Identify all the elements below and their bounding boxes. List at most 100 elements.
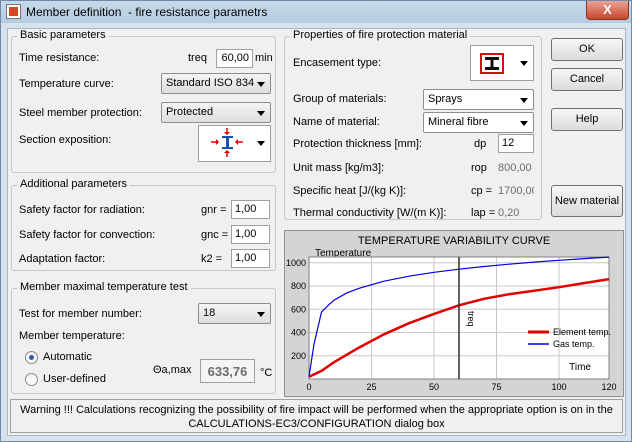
i-section-encasement-icon <box>480 53 504 74</box>
additional-parameters-legend: Additional parameters <box>17 178 131 190</box>
chevron-down-icon <box>257 312 265 317</box>
automatic-label: Automatic <box>43 351 92 363</box>
y-axis-label: Temperature <box>315 248 372 259</box>
user-defined-radio[interactable] <box>25 373 38 386</box>
steel-protection-select[interactable]: Protected <box>161 102 271 123</box>
gnc-symbol: gnc = <box>201 229 229 241</box>
close-button[interactable]: X <box>586 1 629 20</box>
section-exposition-label: Section exposition: <box>19 134 112 146</box>
automatic-radio[interactable] <box>25 351 38 364</box>
unit-mass-label: Unit mass [kg/m3]: <box>293 162 385 174</box>
protection-material-group: Properties of fire protection material E… <box>284 29 542 220</box>
x-tick-label: 0 <box>306 382 311 392</box>
temperature-curve-select[interactable]: Standard ISO 834 <box>161 73 271 94</box>
k2-symbol: k2 = <box>201 253 223 265</box>
time-unit-label: min <box>255 52 273 64</box>
material-group-select[interactable]: Sprays <box>423 89 534 110</box>
cp-symbol: cp = <box>471 185 493 197</box>
test-member-select[interactable]: 18 <box>198 303 271 324</box>
window-title: Member definition - fire resistance para… <box>26 5 268 19</box>
material-name-value: Mineral fibre <box>428 116 489 128</box>
user-defined-label: User-defined <box>43 373 106 385</box>
chevron-down-icon <box>257 111 265 116</box>
test-member-label: Test for member number: <box>19 308 142 320</box>
x-tick-label: 120 <box>601 382 616 392</box>
chevron-down-icon <box>520 121 528 126</box>
additional-parameters-group: Additional parameters Safety factor for … <box>11 178 276 271</box>
material-name-select[interactable]: Mineral fibre <box>423 112 534 133</box>
legend-label: Element temp. <box>553 327 611 337</box>
steel-protection-label: Steel member protection: <box>19 107 142 119</box>
material-group-value: Sprays <box>428 93 463 105</box>
dialog-body: Basic parameters Time resistance: treq 6… <box>7 28 626 436</box>
x-axis-label: Time <box>569 362 591 373</box>
y-tick-label: 600 <box>291 304 306 314</box>
adaptation-factor-input[interactable]: 1,00 <box>231 249 270 268</box>
legend-label: Gas temp. <box>553 339 595 349</box>
section-exposition-select[interactable] <box>198 125 271 162</box>
convection-factor-input[interactable]: 1,00 <box>231 225 270 244</box>
ok-button[interactable]: OK <box>551 38 623 61</box>
specific-heat-value: 1700,00 <box>498 185 534 197</box>
adaptation-factor-label: Adaptation factor: <box>19 253 106 265</box>
thermal-conductivity-label: Thermal conductivity [W/(m K)]: <box>293 207 447 219</box>
max-temperature-group: Member maximal temperature test Test for… <box>11 281 276 394</box>
temperature-chart: TEMPERATURE VARIABILITY CURVE Temperatur… <box>286 235 617 392</box>
temperature-chart-panel: TEMPERATURE VARIABILITY CURVE Temperatur… <box>284 230 624 397</box>
thickness-label: Protection thickness [mm]: <box>293 138 422 150</box>
time-resistance-input[interactable]: 60,00 <box>216 49 253 68</box>
material-group-label: Group of materials: <box>293 93 387 105</box>
time-resistance-label: Time resistance: <box>19 52 100 64</box>
gnr-symbol: gnr = <box>201 204 227 216</box>
dp-symbol: dp <box>474 138 487 150</box>
chart-title: TEMPERATURE VARIABILITY CURVE <box>358 235 550 247</box>
test-member-value: 18 <box>203 307 216 319</box>
encasement-type-label: Encasement type: <box>293 57 382 69</box>
basic-parameters-group: Basic parameters Time resistance: treq 6… <box>11 29 276 173</box>
encasement-type-select[interactable] <box>470 45 534 81</box>
four-side-exposure-icon <box>211 128 243 157</box>
y-tick-label: 400 <box>291 328 306 338</box>
series-line-gas-temp <box>308 256 610 377</box>
theta-unit-label: °C <box>260 367 273 379</box>
steel-protection-value: Protected <box>166 106 214 118</box>
material-name-label: Name of material: <box>293 116 380 128</box>
rop-symbol: rop <box>471 162 487 174</box>
title-bar[interactable]: Member definition - fire resistance para… <box>1 1 631 23</box>
thermal-conductivity-value: 0,20 <box>498 207 520 219</box>
specific-heat-label: Specific heat [J/(kg K)]: <box>293 185 407 197</box>
temperature-curve-label: Temperature curve: <box>19 78 114 90</box>
basic-parameters-legend: Basic parameters <box>17 29 109 41</box>
chevron-down-icon <box>257 82 265 87</box>
lap-symbol: lap = <box>471 207 496 219</box>
x-tick-label: 75 <box>491 382 501 392</box>
warning-line-1: Warning !!! Calculations recognizing the… <box>20 404 613 416</box>
treq-marker-label: treq <box>466 311 476 327</box>
y-tick-label: 1000 <box>286 258 306 268</box>
y-tick-label: 800 <box>291 281 306 291</box>
help-button[interactable]: Help <box>551 108 623 131</box>
x-tick-label: 50 <box>429 382 439 392</box>
radiation-factor-input[interactable]: 1,00 <box>231 200 270 219</box>
series-line-element-temp <box>308 277 610 378</box>
app-icon <box>6 4 21 19</box>
x-tick-label: 100 <box>551 382 566 392</box>
chevron-down-icon <box>520 61 528 66</box>
new-material-button[interactable]: New material <box>551 185 623 217</box>
temperature-curve-value: Standard ISO 834 <box>166 77 255 89</box>
chevron-down-icon <box>257 141 265 146</box>
unit-mass-value: 800,00 <box>498 162 532 174</box>
convection-factor-label: Safety factor for convection: <box>19 229 156 241</box>
cancel-button[interactable]: Cancel <box>551 68 623 91</box>
protection-material-legend: Properties of fire protection material <box>290 29 471 41</box>
warning-bar: Warning !!! Calculations recognizing the… <box>10 399 623 433</box>
treq-symbol: treq <box>188 52 207 64</box>
thickness-input[interactable]: 12 <box>498 134 534 153</box>
max-temperature-legend: Member maximal temperature test <box>17 281 191 293</box>
x-tick-label: 25 <box>366 382 376 392</box>
chevron-down-icon <box>520 98 528 103</box>
member-temperature-label: Member temperature: <box>19 330 125 342</box>
theta-max-value: 633,76 <box>200 359 255 383</box>
theta-max-label: Θa,max <box>153 364 192 376</box>
